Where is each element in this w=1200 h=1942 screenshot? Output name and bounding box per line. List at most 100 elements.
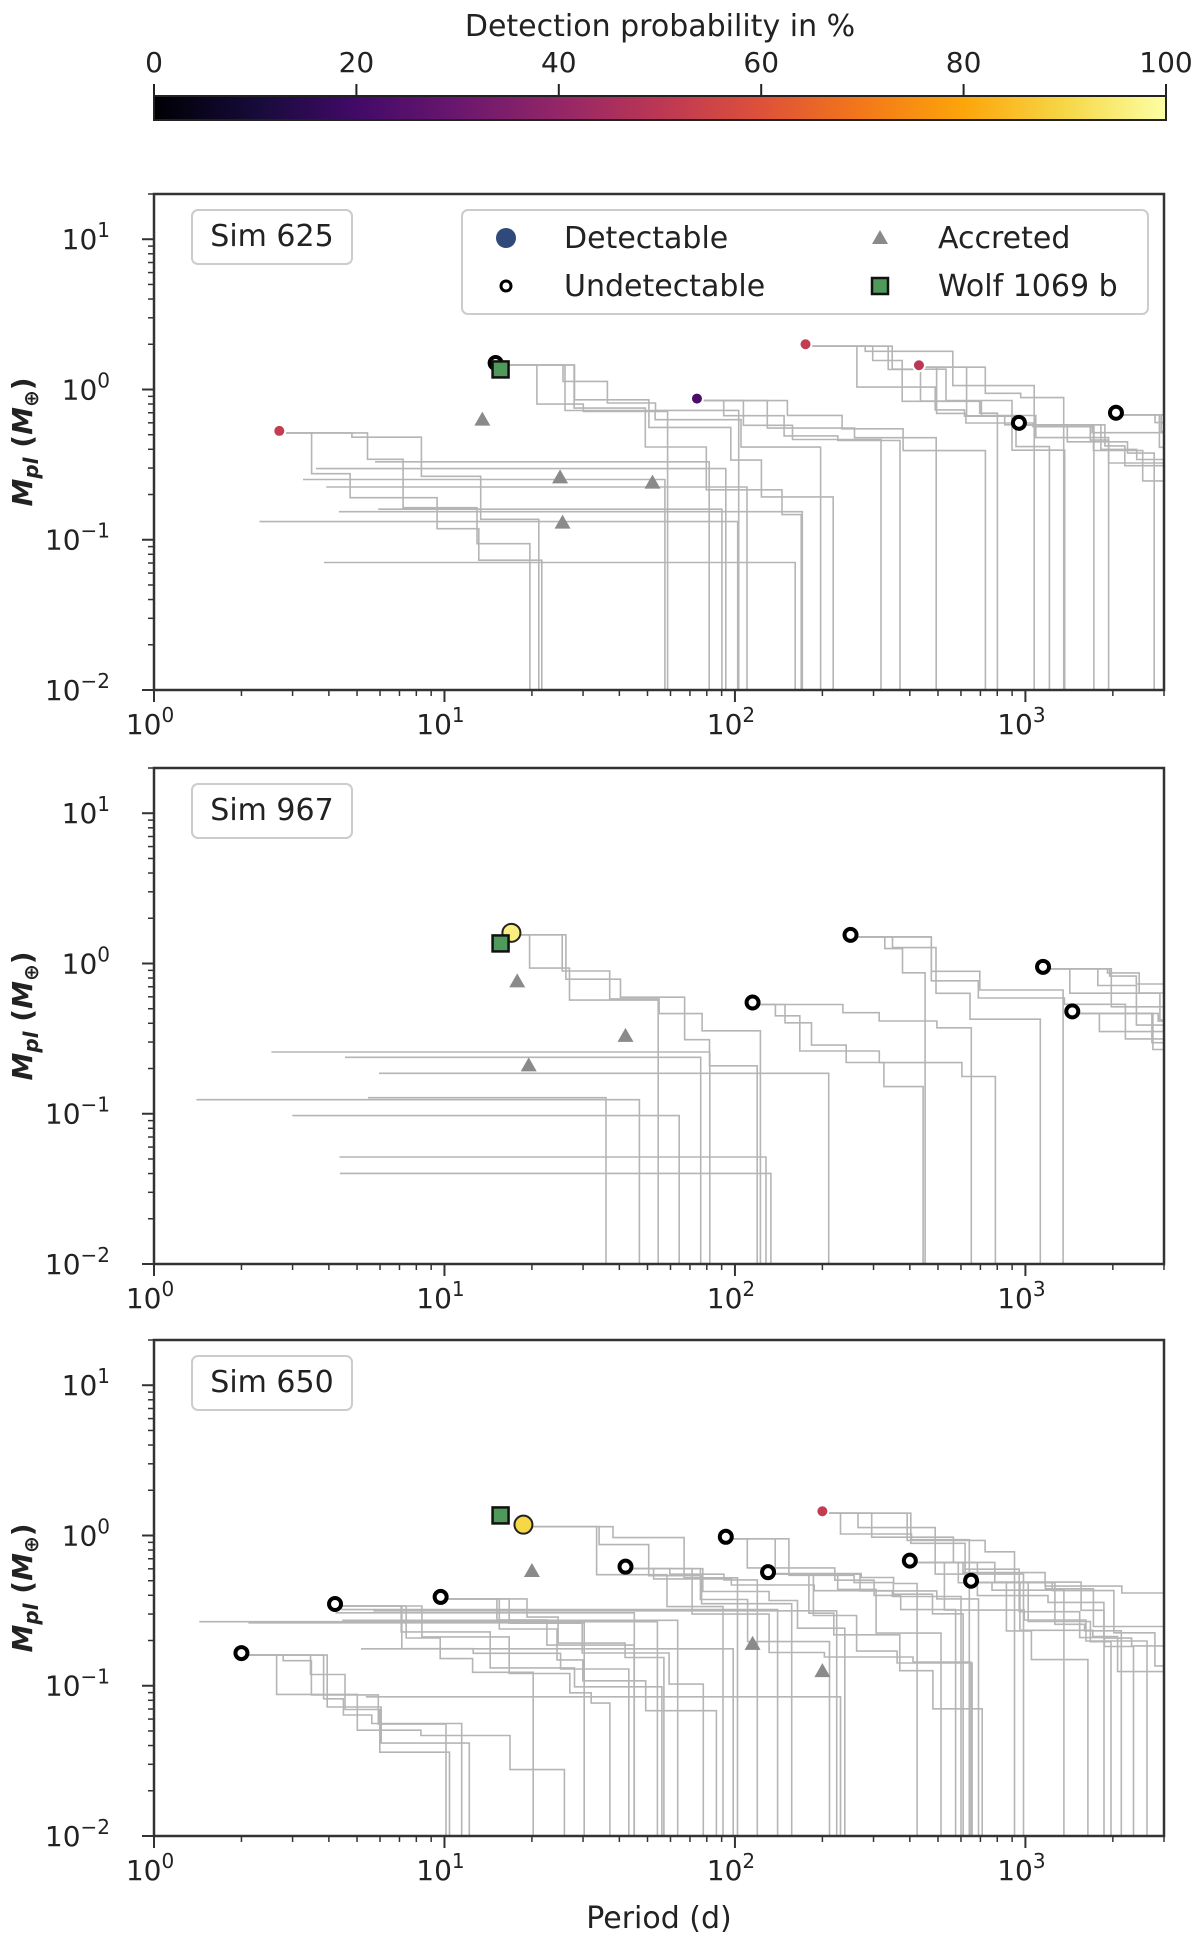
evolution-track: [525, 1525, 739, 1836]
evolution-tracks: [196, 934, 1165, 1264]
evolution-track: [770, 1573, 980, 1836]
undetectable-marker: [617, 1558, 634, 1575]
colorbar-label: Detection probability in %: [465, 9, 855, 44]
evolution-tracks: [259, 345, 1165, 690]
x-tick-exponent: 3: [1033, 1277, 1046, 1301]
undetectable-marker: [327, 1595, 344, 1612]
x-tick-label: 101: [416, 1277, 464, 1315]
evolution-track: [1071, 1012, 1165, 1264]
y-tick-exponent: −1: [81, 1665, 110, 1689]
y-tick-exponent: −2: [81, 1243, 110, 1267]
accreted-marker: [554, 514, 571, 529]
undetectable-marker: [717, 1528, 734, 1545]
y-tick-label: 100: [62, 1514, 110, 1552]
accreted-marker: [617, 1027, 634, 1042]
evolution-track: [243, 1654, 447, 1836]
x-tick-label: 101: [416, 1849, 464, 1887]
evolution-track: [338, 510, 804, 690]
evolution-track: [341, 1608, 779, 1836]
evolution-track: [803, 345, 1035, 690]
evolution-track: [969, 1581, 1089, 1836]
evolution-track: [820, 1512, 1016, 1836]
evolution-track: [493, 364, 834, 690]
evolution-track: [339, 1156, 767, 1264]
y-tick-label: 10−1: [45, 1093, 110, 1131]
title-box-frame: [191, 209, 353, 265]
evolution-track: [345, 1056, 702, 1264]
legend-accreted-marker: [872, 230, 888, 244]
evolution-track: [909, 1561, 1135, 1836]
evolution-track: [848, 936, 1042, 1264]
undetectable-marker: [1035, 958, 1052, 975]
accreted-marker: [523, 1563, 540, 1578]
evolution-track: [361, 1648, 734, 1836]
x-tick-exponent: 1: [452, 1277, 465, 1301]
evolution-track: [240, 1654, 566, 1836]
detectable-marker: [513, 1514, 534, 1535]
evolution-track: [239, 1654, 451, 1836]
x-axis: 100 101 102 103: [126, 690, 1165, 741]
evolution-track: [342, 1619, 679, 1836]
evolution-track: [196, 1098, 641, 1264]
evolution-track: [1116, 414, 1165, 690]
x-tick-label: 103: [997, 1849, 1045, 1887]
x-tick-label: 100: [126, 703, 174, 741]
legend: Detectable Accreted Undetectable Wolf 1069 …: [461, 209, 1149, 315]
x-tick-label: 100: [126, 1849, 174, 1887]
evolution-track: [1069, 1012, 1165, 1264]
y-tick-label: 10−2: [45, 1243, 110, 1281]
undetectable-marker: [1064, 1003, 1081, 1020]
y-axis-label: Mpl (M⊕): [6, 951, 43, 1080]
evolution-tracks: [199, 1512, 1165, 1836]
evolution-track: [509, 934, 762, 1264]
x-tick-label: 102: [707, 703, 755, 741]
colorbar-tick-label: 60: [743, 46, 779, 79]
evolution-track: [303, 478, 666, 690]
evolution-track: [821, 1512, 971, 1836]
plot-frame: [152, 192, 1166, 692]
y-tick-label: 101: [62, 218, 110, 256]
undetectable-marker: [1107, 404, 1124, 421]
evolution-track: [439, 1598, 718, 1836]
evolution-track: [1116, 414, 1165, 690]
y-tick-label: 100: [62, 368, 110, 406]
x-axis: 100 101 102 103: [126, 1264, 1165, 1315]
plot-frame: [152, 766, 1166, 1266]
wolf-1069b-marker: [491, 1506, 510, 1525]
evolution-track: [753, 1003, 997, 1264]
accreted-marker: [814, 1663, 831, 1678]
y-tick-exponent: −1: [81, 519, 110, 543]
evolution-track: [243, 1654, 471, 1836]
evolution-track: [909, 1561, 1165, 1836]
evolution-track: [335, 1605, 534, 1836]
detectable-marker: [798, 337, 813, 352]
colorbar-tick-label: 0: [145, 46, 163, 79]
evolution-track: [368, 1096, 607, 1264]
x-tick-exponent: 2: [742, 1849, 755, 1873]
evolution-track: [332, 1605, 663, 1836]
x-tick-exponent: 2: [742, 703, 755, 727]
x-tick-exponent: 1: [452, 703, 465, 727]
accreted-marker: [552, 469, 569, 484]
undetectable-marker: [842, 926, 859, 943]
evolution-track: [523, 1525, 724, 1836]
legend-label: Wolf 1069 b: [938, 269, 1118, 304]
colorbar-tick-label: 80: [946, 46, 982, 79]
y-tick-exponent: 0: [97, 368, 110, 392]
y-tick-label: 10−2: [45, 669, 110, 707]
evolution-track: [278, 432, 531, 690]
legend-label: Accreted: [938, 221, 1070, 256]
evolution-track: [698, 399, 987, 690]
evolution-track: [271, 1051, 711, 1264]
evolution-track: [625, 1567, 831, 1836]
legend-label: Detectable: [564, 221, 728, 256]
x-tick-label: 103: [997, 703, 1045, 741]
evolution-track: [373, 1610, 838, 1836]
evolution-track: [335, 1612, 636, 1836]
y-tick-label: 10−2: [45, 1815, 110, 1853]
evolution-track: [726, 1538, 964, 1836]
y-axis-label: Mpl (M⊕): [6, 377, 43, 506]
panel-title: Sim 650: [210, 1365, 333, 1400]
